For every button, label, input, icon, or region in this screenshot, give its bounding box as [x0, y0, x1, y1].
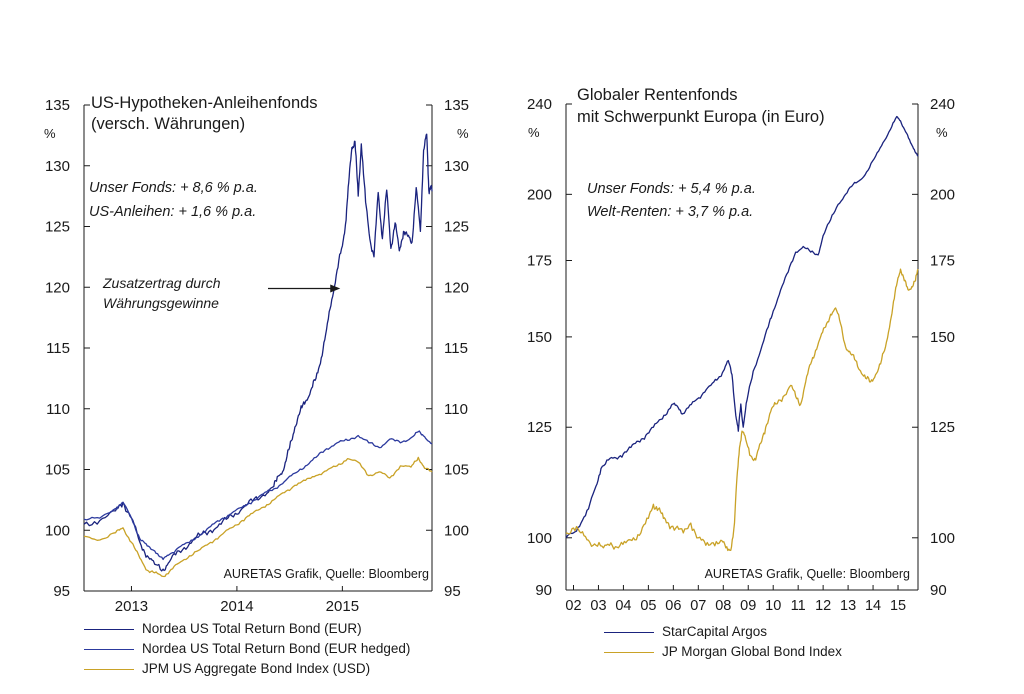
right-ytick-label-left: 150 — [527, 329, 552, 346]
right-xtick-label: 11 — [791, 598, 806, 614]
legend-item: Nordea US Total Return Bond (EUR) — [84, 619, 410, 639]
annotation-arrow-head — [330, 284, 341, 293]
left-xtick-label: 2015 — [326, 598, 359, 615]
legend-swatch-nordea-hedged — [84, 648, 134, 650]
right-chart-subtitle: mit Schwerpunkt Europa (in Euro) — [577, 108, 825, 126]
legend-swatch-starcapital — [604, 631, 654, 633]
right-xtick-label: 05 — [640, 598, 656, 614]
right-xtick-label: 14 — [865, 598, 881, 614]
left-source: AURETAS Grafik, Quelle: Bloomberg — [224, 567, 429, 581]
right-unit-left: % — [528, 125, 540, 140]
left-annotation-fund: Unser Fonds: + 8,6 % p.a. — [89, 180, 258, 196]
right-chart-title: Globaler Rentenfonds — [577, 86, 738, 104]
legend-label: JP Morgan Global Bond Index — [662, 644, 842, 659]
left-chart-subtitle: (versch. Währungen) — [91, 115, 245, 133]
right-annotation-fund: Unser Fonds: + 5,4 % p.a. — [587, 181, 756, 197]
legend-label: Nordea US Total Return Bond (EUR) — [142, 621, 362, 636]
left-chart: US-Hypotheken-Anleihenfonds (versch. Wäh… — [44, 94, 469, 615]
right-xtick-label: 08 — [715, 598, 731, 614]
left-ytick-label-left: 95 — [53, 583, 70, 600]
right-source: AURETAS Grafik, Quelle: Bloomberg — [705, 567, 910, 581]
left-legend: Nordea US Total Return Bond (EUR) Nordea… — [84, 619, 410, 679]
left-ytick-label-right: 125 — [444, 219, 469, 236]
left-ytick-label-left: 135 — [45, 97, 70, 114]
left-chart-title: US-Hypotheken-Anleihenfonds — [91, 94, 318, 112]
left-ytick-label-right: 115 — [444, 340, 468, 357]
right-xtick-label: 13 — [840, 598, 856, 614]
right-ytick-label-left: 125 — [527, 419, 552, 436]
right-xtick-label: 10 — [765, 598, 781, 614]
left-ytick-label-left: 100 — [45, 522, 70, 539]
left-series-line-2 — [83, 456, 433, 578]
left-xtick-label: 2013 — [115, 598, 148, 615]
right-ytick-label-right: 175 — [930, 253, 955, 270]
right-legend: StarCapital Argos JP Morgan Global Bond … — [604, 622, 842, 662]
right-ytick-label-right: 200 — [930, 186, 955, 203]
left-ytick-label-right: 95 — [444, 583, 461, 600]
left-ytick-label-right: 135 — [444, 97, 469, 114]
right-ytick-label-right: 125 — [930, 419, 955, 436]
left-ytick-label-right: 120 — [444, 279, 469, 296]
left-ytick-label-right: 110 — [444, 401, 468, 418]
right-unit-right: % — [936, 125, 948, 140]
legend-swatch-jpm-global — [604, 651, 654, 653]
right-xtick-label: 12 — [815, 598, 831, 614]
right-ytick-label-right: 150 — [930, 329, 955, 346]
right-annotation-bonds: Welt-Renten: + 3,7 % p.a. — [587, 204, 753, 220]
left-ytick-label-right: 105 — [444, 462, 469, 479]
right-series-line-0 — [565, 115, 919, 539]
left-unit-right: % — [457, 126, 469, 141]
left-annotation-bonds: US-Anleihen: + 1,6 % p.a. — [89, 204, 256, 220]
left-ytick-label-left: 120 — [45, 279, 70, 296]
left-unit-left: % — [44, 126, 56, 141]
right-xtick-label: 06 — [665, 598, 681, 614]
right-ytick-label-right: 240 — [930, 96, 955, 113]
right-xtick-label: 03 — [590, 598, 606, 614]
left-ytick-label-right: 130 — [444, 158, 469, 175]
right-ytick-label-right: 100 — [930, 530, 955, 547]
legend-item: StarCapital Argos — [604, 622, 842, 642]
left-ytick-label-left: 125 — [45, 219, 70, 236]
left-series-line-1 — [83, 430, 433, 561]
right-ytick-label-left: 240 — [527, 96, 552, 113]
left-ytick-label-right: 100 — [444, 522, 469, 539]
legend-label: JPM US Aggregate Bond Index (USD) — [142, 661, 371, 676]
left-ytick-label-left: 110 — [46, 401, 70, 418]
legend-swatch-jpm-aggregate — [84, 668, 134, 670]
left-series-line-0 — [83, 133, 433, 572]
right-xtick-label: 07 — [690, 598, 706, 614]
legend-label: StarCapital Argos — [662, 624, 768, 639]
right-chart: Globaler Rentenfonds mit Schwerpunkt Eur… — [527, 86, 955, 614]
legend-item: JPM US Aggregate Bond Index (USD) — [84, 659, 410, 679]
right-xtick-label: 04 — [615, 598, 631, 614]
left-annotation-extra-1: Zusatzertrag durch — [102, 275, 221, 291]
right-ytick-label-right: 90 — [930, 582, 947, 599]
left-ytick-label-left: 115 — [46, 340, 70, 357]
left-xtick-label: 2014 — [220, 598, 253, 615]
legend-swatch-nordea-eur — [84, 628, 134, 630]
right-series-line-1 — [565, 268, 919, 552]
right-ytick-label-left: 90 — [535, 582, 552, 599]
right-ytick-label-left: 100 — [527, 530, 552, 547]
left-annotation-extra-2: Währungsgewinne — [103, 295, 219, 311]
legend-item: Nordea US Total Return Bond (EUR hedged) — [84, 639, 410, 659]
right-xtick-label: 02 — [565, 598, 581, 614]
left-ytick-label-left: 105 — [45, 462, 70, 479]
right-xtick-label: 09 — [740, 598, 756, 614]
legend-item: JP Morgan Global Bond Index — [604, 642, 842, 662]
legend-label: Nordea US Total Return Bond (EUR hedged) — [142, 641, 411, 656]
left-ytick-label-left: 130 — [45, 158, 70, 175]
right-ytick-label-left: 175 — [527, 253, 552, 270]
right-ytick-label-left: 200 — [527, 186, 552, 203]
right-xtick-label: 15 — [890, 598, 906, 614]
